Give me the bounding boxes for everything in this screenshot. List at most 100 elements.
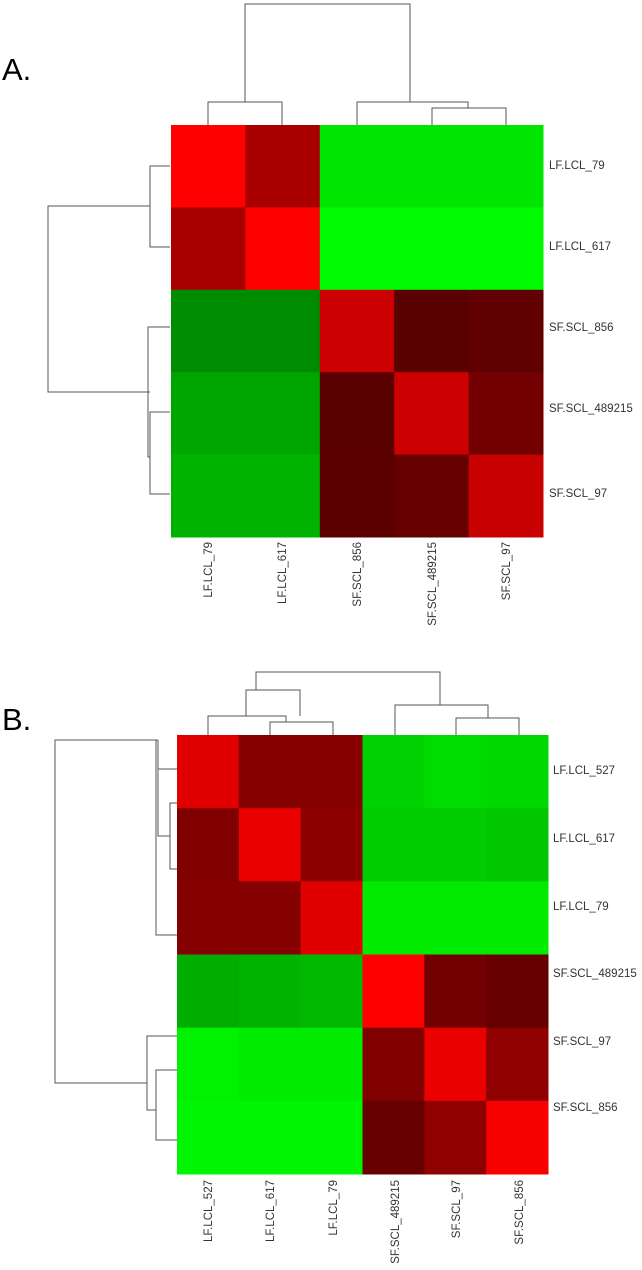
- heatmap-cell: [468, 289, 544, 373]
- row-dendro-a-lf: [149, 165, 170, 248]
- col-label-b: SF.SCL_856: [514, 1180, 526, 1245]
- row-label-a: LF.LCL_79: [549, 160, 605, 172]
- col-label-a: LF.LCL_79: [203, 542, 215, 598]
- row-dendro-b-lf-sub: [169, 802, 177, 870]
- heatmap-cell: [245, 372, 321, 456]
- heatmap-cells-a: [171, 125, 544, 538]
- heatmap-panel-a: A. LF.LCL_79 LF.LCL_617 SF.SCL_856 SF.SC…: [2, 3, 633, 626]
- col-dendro-a-sf-sub: [431, 107, 507, 125]
- row-dendro-b-root: [54, 739, 156, 1084]
- heatmap-cell: [486, 954, 549, 1029]
- col-label-a: LF.LCL_617: [277, 542, 289, 604]
- heatmap-cell: [245, 125, 321, 208]
- row-dendro-a-root: [47, 205, 150, 393]
- column-dendrogram-b: [207, 671, 520, 742]
- col-dendro-b-lf-join: [245, 689, 301, 716]
- heatmap-cell: [171, 125, 246, 208]
- heatmap-cell: [171, 289, 246, 373]
- heatmap-cell: [300, 808, 363, 882]
- heatmap-cell: [300, 954, 363, 1029]
- heatmap-cell: [177, 1100, 240, 1175]
- heatmap-cell: [468, 125, 544, 208]
- heatmap-cell: [394, 207, 470, 291]
- row-label-a: LF.LCL_617: [549, 241, 611, 253]
- heatmap-cell: [238, 735, 302, 809]
- heatmap-cell: [238, 881, 302, 955]
- heatmap-cell: [177, 954, 240, 1029]
- heatmap-panel-b: B. LF.LCL_527 LF.LCL_617 LF.LCL_79 SF.SC…: [2, 671, 637, 1264]
- panel-label-b: B.: [2, 702, 31, 737]
- column-dendrogram-a: [207, 3, 507, 125]
- heatmap-cell: [424, 1027, 487, 1102]
- col-label-b: LF.LCL_527: [203, 1180, 215, 1242]
- heatmap-cell: [245, 207, 321, 291]
- row-dendro-b-sf: [146, 1035, 177, 1111]
- col-dendro-b-lf: [207, 715, 287, 742]
- heatmap-cell: [486, 881, 549, 955]
- heatmap-cell: [171, 207, 246, 291]
- row-label-b: LF.LCL_617: [553, 833, 615, 845]
- col-dendro-a-lf: [207, 101, 283, 125]
- heatmap-cell: [486, 735, 549, 809]
- col-dendro-b-root: [255, 671, 441, 705]
- heatmap-cell: [238, 1100, 302, 1175]
- row-label-a: SF.SCL_489215: [549, 403, 633, 415]
- heatmap-cell: [362, 1027, 425, 1102]
- row-label-b: SF.SCL_489215: [553, 968, 637, 980]
- row-label-b: SF.SCL_856: [553, 1102, 618, 1114]
- heatmap-cell: [238, 1027, 302, 1102]
- col-label-a: SF.SCL_97: [501, 542, 513, 600]
- heatmap-cell: [468, 454, 544, 538]
- row-label-a: SF.SCL_856: [549, 322, 614, 334]
- heatmap-cell: [362, 1100, 425, 1175]
- row-dendrogram-b: [54, 739, 177, 1141]
- heatmap-cell: [300, 1100, 363, 1175]
- col-dendro-a-root: [244, 3, 411, 102]
- row-dendro-a-sf-sub: [149, 411, 170, 495]
- row-labels-a: LF.LCL_79 LF.LCL_617 SF.SCL_856 SF.SCL_4…: [549, 160, 633, 500]
- heatmap-cell: [424, 954, 487, 1029]
- col-label-a: SF.SCL_489215: [427, 542, 439, 626]
- heatmap-cell: [486, 1027, 549, 1102]
- heatmap-cell: [468, 207, 544, 291]
- heatmap-cell: [362, 954, 425, 1029]
- heatmap-cell: [362, 808, 425, 882]
- heatmap-cell: [394, 372, 470, 456]
- heatmap-cell: [177, 808, 240, 882]
- col-label-b: LF.LCL_79: [328, 1180, 340, 1236]
- heatmap-cell: [362, 881, 425, 955]
- heatmap-cell: [424, 808, 487, 882]
- row-dendro-a-sf: [147, 326, 170, 458]
- panel-label-a: A.: [2, 52, 31, 87]
- heatmap-cell: [177, 1027, 240, 1102]
- heatmap-cell: [424, 881, 487, 955]
- heatmap-cell: [319, 372, 395, 456]
- heatmap-cell: [300, 1027, 363, 1102]
- heatmap-cell: [319, 289, 395, 373]
- heatmap-cell: [319, 454, 395, 538]
- col-dendro-b-sf: [394, 704, 489, 742]
- heatmap-cell: [171, 454, 246, 538]
- heatmap-cell: [394, 454, 470, 538]
- heatmap-cell: [177, 735, 240, 809]
- heatmap-cell: [319, 207, 395, 291]
- heatmap-cell: [238, 954, 302, 1029]
- heatmap-cell: [319, 125, 395, 208]
- heatmap-cell: [394, 289, 470, 373]
- heatmap-cell: [300, 735, 363, 809]
- row-dendrogram-a: [47, 165, 170, 495]
- col-dendro-b-lf-sub: [269, 721, 334, 742]
- row-dendro-b-sf-sub: [155, 1069, 177, 1141]
- col-labels-a: LF.LCL_79 LF.LCL_617 SF.SCL_856 SF.SCL_4…: [203, 542, 513, 626]
- row-label-b: LF.LCL_527: [553, 765, 615, 777]
- heatmap-cell: [486, 808, 549, 882]
- row-dendro-b-lf-top: [157, 740, 177, 770]
- heatmap-cell: [424, 735, 487, 809]
- row-dendro-b-lf-sub2: [157, 769, 170, 837]
- heatmap-cell: [468, 372, 544, 456]
- row-label-b: LF.LCL_79: [553, 901, 609, 913]
- row-labels-b: LF.LCL_527 LF.LCL_617 LF.LCL_79 SF.SCL_4…: [553, 765, 637, 1114]
- heatmap-cell: [238, 808, 302, 882]
- col-label-a: SF.SCL_856: [352, 542, 364, 607]
